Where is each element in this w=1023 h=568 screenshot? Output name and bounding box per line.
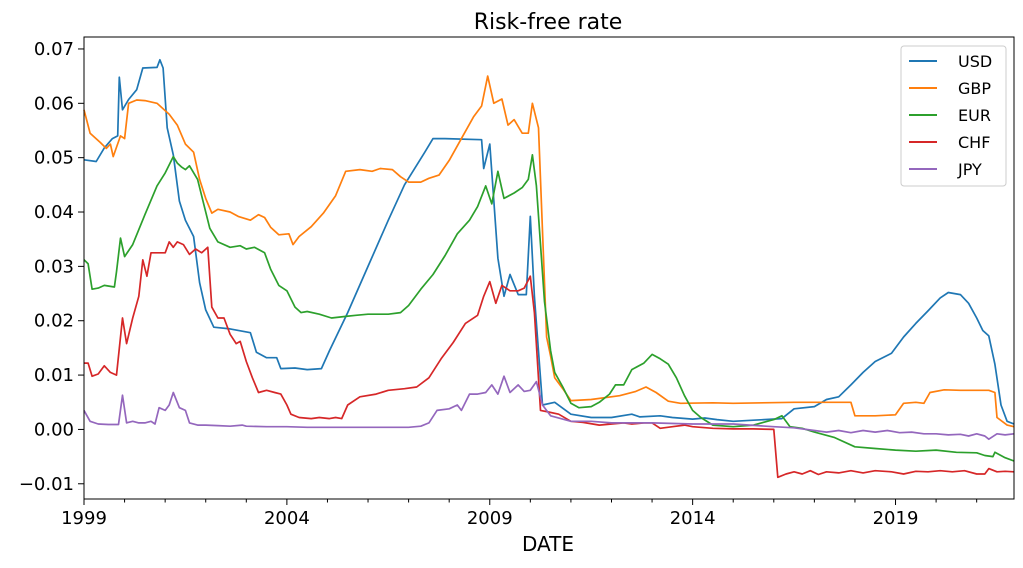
legend-label-gbp: GBP — [958, 79, 991, 98]
legend-label-eur: EUR — [958, 106, 991, 125]
y-tick-label: 0.01 — [34, 365, 74, 386]
y-tick-label: 0.07 — [34, 39, 74, 60]
plot-marks — [83, 58, 1015, 479]
y-tick-label: 0.03 — [34, 256, 74, 277]
legend: USD GBP EUR CHF JPY — [900, 45, 1007, 187]
y-tick-label: 0.02 — [34, 311, 74, 332]
x-tick-label: 2014 — [670, 508, 716, 529]
y-tick-label: 0.05 — [34, 148, 74, 169]
x-tick-label: 2009 — [467, 508, 513, 529]
y-tick-label: 0.06 — [34, 93, 74, 114]
legend-label-chf: CHF — [958, 133, 990, 152]
y-tick-label: 0.00 — [34, 419, 74, 440]
y-tick-label: −0.01 — [19, 474, 74, 495]
plot-frame — [83, 36, 1015, 500]
legend-box — [900, 45, 1007, 187]
series-line-eur — [83, 154, 1015, 462]
x-tick-label: 1999 — [61, 508, 107, 529]
chart-title: Risk-free rate — [474, 10, 623, 35]
series-line-usd — [83, 58, 1015, 425]
series-line-jpy — [83, 375, 1015, 441]
legend-label-usd: USD — [958, 52, 992, 71]
x-axis: 1999 2004 2009 2014 2019 — [61, 499, 978, 529]
series-line-gbp — [83, 75, 1015, 428]
x-tick-label: 2004 — [264, 508, 310, 529]
x-tick-label: 2019 — [873, 508, 919, 529]
series-line-chf — [84, 241, 1015, 479]
x-axis-label: DATE — [522, 532, 574, 556]
y-tick-label: 0.04 — [34, 202, 74, 223]
legend-label-jpy: JPY — [957, 160, 982, 179]
y-axis: −0.01 0.00 0.01 0.02 0.03 0.04 0.05 0.06 0.07 — [19, 39, 84, 495]
